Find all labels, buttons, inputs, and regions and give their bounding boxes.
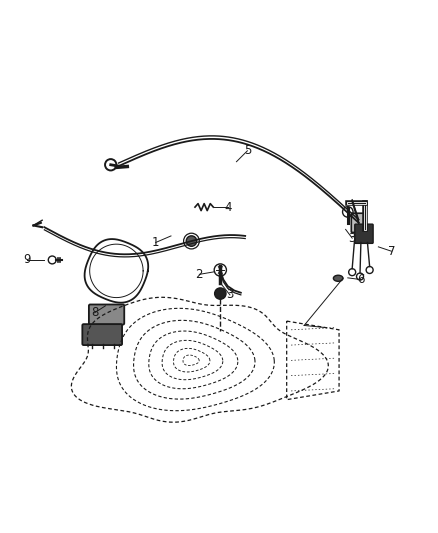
Circle shape (215, 288, 226, 299)
FancyBboxPatch shape (82, 324, 122, 345)
Text: 4: 4 (224, 200, 231, 214)
Text: 8: 8 (91, 306, 98, 319)
Text: 2: 2 (196, 268, 203, 281)
Text: 6: 6 (357, 273, 365, 286)
Ellipse shape (333, 275, 343, 281)
Circle shape (186, 236, 197, 246)
Text: 5: 5 (244, 144, 251, 157)
FancyBboxPatch shape (355, 224, 373, 244)
Text: 3: 3 (226, 288, 233, 301)
FancyBboxPatch shape (89, 304, 124, 325)
Text: 1: 1 (152, 236, 159, 249)
Text: 3: 3 (349, 232, 356, 245)
FancyBboxPatch shape (351, 213, 366, 232)
Text: 9: 9 (23, 254, 31, 266)
Text: 7: 7 (388, 245, 395, 258)
